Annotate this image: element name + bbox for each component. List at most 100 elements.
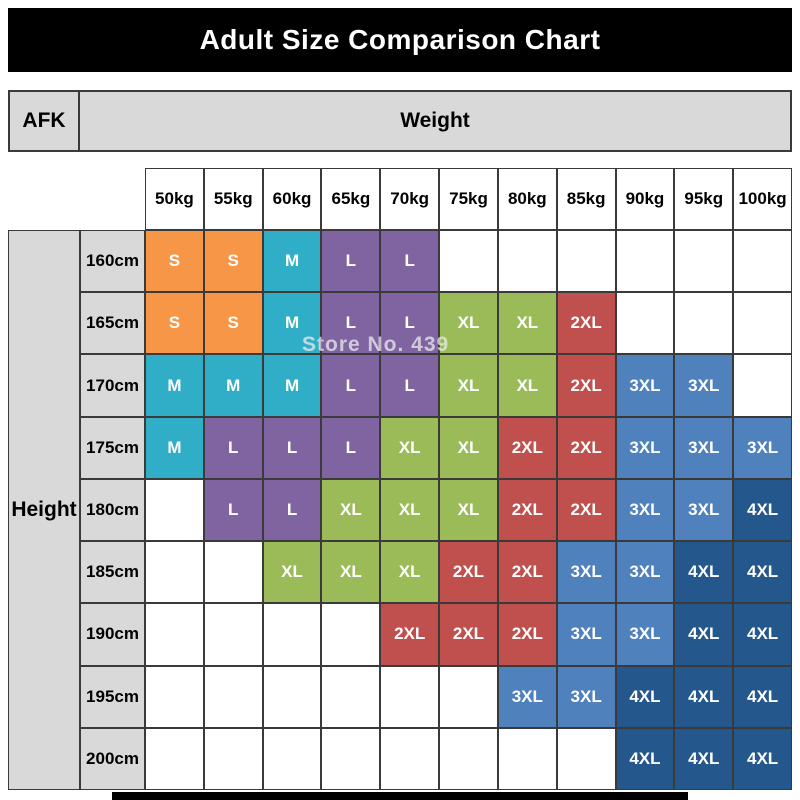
size-cell-175cm-65kg: L	[321, 416, 381, 479]
empty-cell-190cm-50kg	[145, 603, 204, 666]
size-cell-180cm-95kg: 3XL	[674, 478, 734, 542]
size-cell-175cm-100kg: 3XL	[733, 416, 792, 479]
weight-header-100kg: 100kg	[733, 168, 792, 230]
size-cell-185cm-80kg: 2XL	[497, 541, 557, 604]
size-cell-175cm-50kg: M	[145, 416, 204, 479]
empty-cell-165cm-95kg	[674, 292, 734, 355]
empty-cell-165cm-90kg	[615, 292, 675, 355]
height-header-160cm: 160cm	[80, 230, 145, 293]
height-header-195cm: 195cm	[80, 665, 145, 728]
size-cell-170cm-60kg: M	[262, 354, 322, 417]
size-cell-185cm-60kg: XL	[262, 541, 322, 604]
empty-cell-160cm-90kg	[615, 230, 675, 293]
height-header-185cm: 185cm	[80, 541, 145, 604]
size-cell-175cm-60kg: L	[262, 416, 322, 479]
size-cell-165cm-70kg: L	[380, 292, 440, 355]
weight-header-65kg: 65kg	[321, 168, 381, 230]
weight-header-75kg: 75kg	[439, 168, 498, 230]
empty-cell-160cm-80kg	[497, 230, 557, 293]
height-header-190cm: 190cm	[80, 603, 145, 666]
empty-cell-200cm-80kg	[497, 727, 557, 790]
empty-cell-200cm-85kg	[556, 727, 616, 790]
size-cell-165cm-85kg: 2XL	[556, 292, 616, 355]
height-header-170cm: 170cm	[80, 354, 145, 417]
size-cell-180cm-80kg: 2XL	[497, 478, 557, 542]
size-cell-180cm-75kg: XL	[439, 478, 498, 542]
empty-cell-200cm-55kg	[203, 727, 263, 790]
size-cell-160cm-60kg: M	[262, 230, 322, 293]
size-cell-175cm-95kg: 3XL	[674, 416, 734, 479]
empty-cell-200cm-65kg	[321, 727, 381, 790]
size-cell-180cm-55kg: L	[203, 478, 263, 542]
empty-cell-160cm-100kg	[733, 230, 792, 293]
empty-cell-185cm-50kg	[145, 541, 204, 604]
size-cell-175cm-75kg: XL	[439, 416, 498, 479]
empty-cell-170cm-100kg	[733, 354, 792, 417]
size-cell-175cm-85kg: 2XL	[556, 416, 616, 479]
size-cell-170cm-85kg: 2XL	[556, 354, 616, 417]
empty-cell-200cm-50kg	[145, 727, 204, 790]
empty-cell-190cm-65kg	[321, 603, 381, 666]
size-cell-165cm-55kg: S	[203, 292, 263, 355]
top-header-row: AFK Weight	[8, 90, 792, 152]
empty-cell-195cm-65kg	[321, 665, 381, 728]
empty-cell-180cm-50kg	[145, 478, 204, 542]
size-cell-170cm-95kg: 3XL	[674, 354, 734, 417]
size-cell-195cm-80kg: 3XL	[497, 665, 557, 728]
empty-cell-160cm-95kg	[674, 230, 734, 293]
weight-header-60kg: 60kg	[262, 168, 322, 230]
size-cell-200cm-90kg: 4XL	[615, 727, 675, 790]
size-cell-180cm-100kg: 4XL	[733, 478, 792, 542]
height-header-165cm: 165cm	[80, 292, 145, 355]
size-cell-165cm-50kg: S	[145, 292, 204, 355]
corner-label: AFK	[8, 90, 80, 152]
size-cell-190cm-90kg: 3XL	[615, 603, 675, 666]
empty-cell-160cm-85kg	[556, 230, 616, 293]
empty-cell-185cm-55kg	[203, 541, 263, 604]
weight-header-70kg: 70kg	[380, 168, 440, 230]
height-header-180cm: 180cm	[80, 478, 145, 542]
size-cell-185cm-65kg: XL	[321, 541, 381, 604]
size-cell-160cm-55kg: S	[203, 230, 263, 293]
empty-cell-200cm-75kg	[439, 727, 498, 790]
weight-header-90kg: 90kg	[615, 168, 675, 230]
size-cell-185cm-85kg: 3XL	[556, 541, 616, 604]
size-cell-185cm-70kg: XL	[380, 541, 440, 604]
height-header-200cm: 200cm	[80, 727, 145, 790]
chart-title-bar: Adult Size Comparison Chart	[8, 8, 792, 72]
size-cell-175cm-55kg: L	[203, 416, 263, 479]
size-cell-185cm-100kg: 4XL	[733, 541, 792, 604]
height-header-175cm: 175cm	[80, 416, 145, 479]
size-cell-190cm-100kg: 4XL	[733, 603, 792, 666]
size-cell-175cm-80kg: 2XL	[497, 416, 557, 479]
size-cell-195cm-90kg: 4XL	[615, 665, 675, 728]
empty-cell-200cm-70kg	[380, 727, 440, 790]
size-cell-190cm-80kg: 2XL	[497, 603, 557, 666]
weight-header-50kg: 50kg	[145, 168, 204, 230]
size-cell-195cm-100kg: 4XL	[733, 665, 792, 728]
empty-cell-190cm-55kg	[203, 603, 263, 666]
size-cell-170cm-70kg: L	[380, 354, 440, 417]
empty-cell-190cm-60kg	[262, 603, 322, 666]
size-cell-160cm-70kg: L	[380, 230, 440, 293]
weight-header-95kg: 95kg	[674, 168, 734, 230]
size-cell-180cm-60kg: L	[262, 478, 322, 542]
empty-cell-195cm-55kg	[203, 665, 263, 728]
corner-spacer	[80, 168, 145, 230]
empty-cell-160cm-75kg	[439, 230, 498, 293]
size-cell-170cm-75kg: XL	[439, 354, 498, 417]
size-cell-165cm-65kg: L	[321, 292, 381, 355]
size-cell-180cm-90kg: 3XL	[615, 478, 675, 542]
page-title: Adult Size Comparison Chart	[199, 24, 601, 55]
size-cell-185cm-90kg: 3XL	[615, 541, 675, 604]
size-cell-200cm-95kg: 4XL	[674, 727, 734, 790]
size-cell-200cm-100kg: 4XL	[733, 727, 792, 790]
size-cell-170cm-80kg: XL	[497, 354, 557, 417]
empty-cell-195cm-60kg	[262, 665, 322, 728]
size-cell-170cm-55kg: M	[203, 354, 263, 417]
weight-header-80kg: 80kg	[497, 168, 557, 230]
size-cell-165cm-75kg: XL	[439, 292, 498, 355]
bottom-bar	[112, 792, 688, 800]
size-cell-180cm-65kg: XL	[321, 478, 381, 542]
